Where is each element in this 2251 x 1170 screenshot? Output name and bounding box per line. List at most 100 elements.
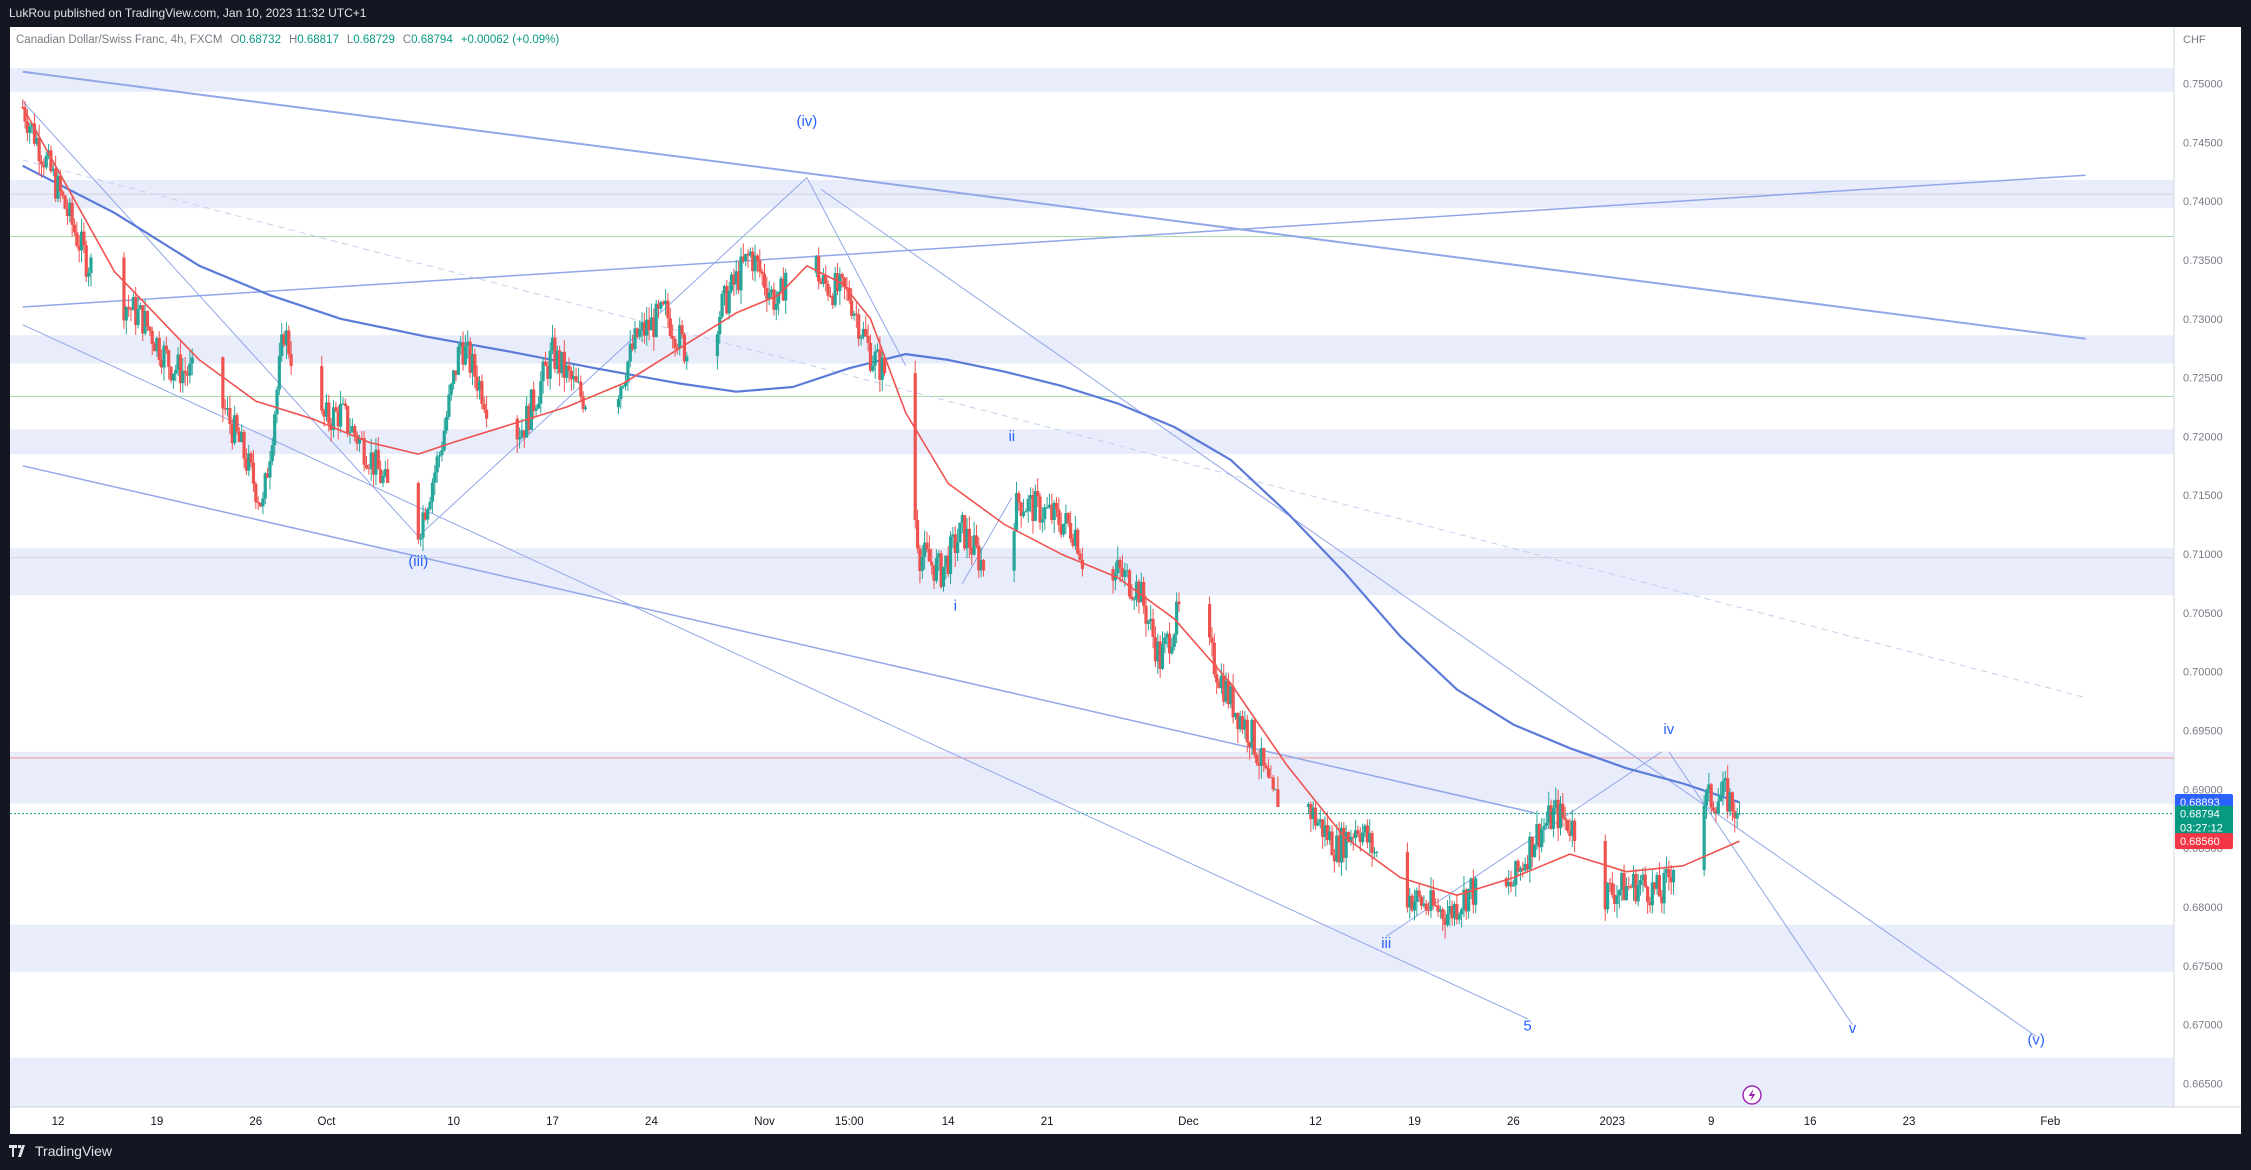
candle [532, 381, 536, 420]
candle [1648, 896, 1652, 913]
candle [51, 163, 55, 177]
candle-body [225, 407, 230, 410]
candle-body [1714, 810, 1718, 814]
candle [181, 357, 185, 393]
candle [87, 267, 91, 287]
candle-body [972, 535, 976, 555]
candle-body [1504, 878, 1508, 887]
candle [619, 385, 623, 409]
candle-body [428, 501, 432, 510]
candle [343, 398, 347, 410]
candle [1530, 836, 1534, 868]
candle-body [1646, 886, 1650, 902]
candle-body [433, 472, 437, 483]
candle [939, 550, 943, 590]
candle-body [1226, 680, 1231, 705]
candle-body [141, 305, 145, 334]
candle [1309, 801, 1313, 833]
candle [336, 405, 340, 440]
candle-body [1723, 778, 1727, 781]
candle [169, 365, 173, 384]
candle [77, 234, 81, 263]
candle-body [1248, 742, 1252, 748]
candle-body [188, 363, 192, 376]
candle-body [230, 424, 234, 444]
candle-body [72, 224, 77, 233]
candle-body [1139, 581, 1143, 603]
candle [965, 518, 969, 559]
candle [1605, 882, 1610, 914]
lightning-alert-icon[interactable] [1742, 1085, 1762, 1105]
y-tick-label: 0.75000 [2183, 78, 2223, 90]
candle [1066, 512, 1070, 527]
candle-body [1240, 716, 1245, 730]
candle-body [1156, 641, 1160, 662]
candle-body [1217, 682, 1221, 688]
candle-body [1158, 641, 1162, 669]
candle [1721, 771, 1725, 807]
price-axis[interactable]: CHF 0.75000 0.74500 0.74000 0.73500 0.73000 0… [2173, 27, 2241, 1107]
candle [480, 374, 484, 410]
candle [840, 272, 844, 288]
candle-body [1427, 910, 1431, 912]
candle-body [444, 416, 449, 431]
candle-body [1511, 885, 1515, 887]
candle-body [475, 376, 479, 391]
time-axis[interactable]: 12 19 26 Oct 10 17 24 Nov 15:00 14 21 Dec 12 19 26 2023… [10, 1106, 2241, 1128]
y-tick-label: 0.66500 [2183, 1078, 2223, 1090]
candle [265, 467, 270, 479]
candle [1344, 825, 1348, 871]
candle-body [1523, 864, 1527, 871]
candle-body [131, 296, 135, 311]
candle [240, 424, 244, 443]
candle [367, 463, 371, 475]
candle-body [845, 287, 849, 289]
y-tick-label: 0.70500 [2183, 608, 2223, 620]
candle [979, 547, 983, 578]
candle [1452, 901, 1457, 926]
candle [334, 401, 338, 413]
candle [642, 313, 646, 344]
price-tag-bg [2175, 819, 2233, 836]
candle-body [1441, 909, 1445, 919]
candle-body [235, 415, 239, 432]
candle-body [769, 289, 774, 293]
candle-body [1568, 830, 1572, 837]
candle [1422, 895, 1426, 908]
candle-body [1518, 868, 1523, 872]
candle [1233, 712, 1238, 721]
candle-body [682, 334, 687, 362]
candle-body [1045, 507, 1049, 509]
candle-body [842, 277, 847, 288]
candle-body [946, 555, 950, 574]
candle [1450, 900, 1454, 926]
candle [454, 370, 458, 382]
candle [656, 299, 661, 319]
candle [1231, 674, 1235, 724]
candle-body [819, 281, 823, 284]
candle [638, 320, 642, 340]
candle [355, 431, 359, 452]
chart-area[interactable]: (iv) (iii) ii i iii iv 5 v (v) Canadian Dollar/S… [10, 27, 2241, 1134]
candle-body [1031, 495, 1035, 521]
legend: Canadian Dollar/Swiss Franc, 4h, FXCM O0.… [16, 34, 559, 46]
candle [421, 504, 425, 551]
tradingview-logo[interactable]: TradingView [9, 1143, 112, 1159]
candle [1026, 494, 1030, 523]
candle [835, 262, 840, 296]
candle-body [89, 257, 93, 273]
candle [953, 526, 957, 567]
candle [447, 384, 451, 420]
candle-body [937, 553, 941, 559]
candle [1613, 883, 1617, 912]
candle-body [1521, 868, 1525, 871]
candle [1332, 849, 1337, 873]
candle-body [256, 502, 260, 504]
candle-body [1142, 581, 1146, 606]
candle [1441, 907, 1445, 931]
candle [174, 364, 178, 382]
candle-body [423, 512, 427, 520]
candle-body [70, 202, 74, 225]
support-resistance-zones [10, 68, 2174, 1107]
